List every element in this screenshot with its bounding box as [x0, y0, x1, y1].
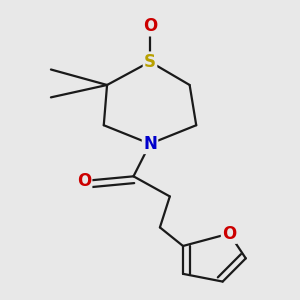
Text: O: O — [222, 225, 236, 243]
Text: N: N — [143, 135, 157, 153]
Text: S: S — [144, 53, 156, 71]
Text: O: O — [143, 17, 157, 35]
Text: O: O — [77, 172, 91, 190]
